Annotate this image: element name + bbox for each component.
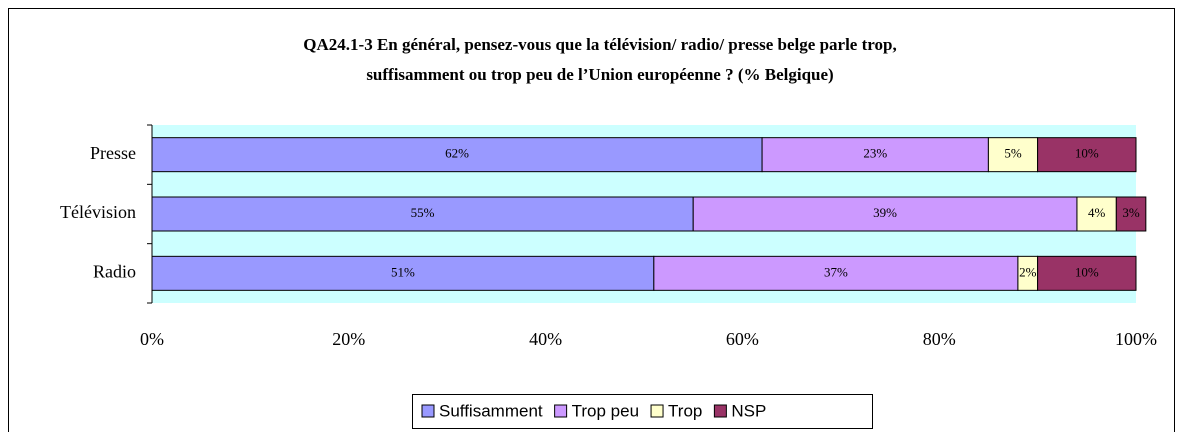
x-tick-label: 40% (529, 329, 562, 349)
data-label: 51% (391, 264, 415, 279)
data-label: 10% (1075, 146, 1099, 161)
legend-label: NSP (731, 401, 766, 420)
category-label: Presse (90, 143, 136, 163)
bar-segment (692, 196, 1078, 232)
data-label: 23% (863, 146, 887, 161)
plot: 0% 20% 40% 60% 80% 100% Presse 62% 23% 5% 10% Télév… (60, 124, 1157, 349)
legend-swatch (421, 404, 435, 418)
data-label: 4% (1088, 205, 1106, 220)
x-tick-label: 0% (140, 329, 164, 349)
bar-segment (1037, 137, 1137, 173)
bar-segment (1037, 255, 1137, 291)
bar-segment (653, 255, 1019, 291)
legend-label: Trop peu (572, 401, 639, 420)
chart-title: QA24.1-3 En général, pensez-vous que la … (303, 35, 896, 54)
data-label: 55% (411, 205, 435, 220)
data-label: 62% (445, 146, 469, 161)
data-label: 2% (1019, 264, 1037, 279)
bar-segment (1115, 196, 1147, 232)
data-label: 37% (824, 264, 848, 279)
legend-box (412, 394, 873, 429)
x-tick-label: 80% (923, 329, 956, 349)
legend-label: Trop (668, 401, 702, 420)
bar-segment (151, 255, 655, 291)
bar-segment (151, 196, 694, 232)
x-tick-label: 100% (1115, 329, 1157, 349)
x-tick-label: 60% (726, 329, 759, 349)
x-tick-label: 20% (332, 329, 365, 349)
data-label: 10% (1075, 264, 1099, 279)
legend-swatch (713, 404, 727, 418)
bar-segment (151, 137, 763, 173)
category-label: Télévision (60, 202, 136, 222)
legend-label: Suffisamment (439, 401, 543, 420)
bar-segment (987, 137, 1039, 173)
category-label: Radio (93, 261, 136, 281)
chart-subtitle: suffisamment ou trop peu de l’Union euro… (366, 65, 833, 84)
legend-swatch (650, 404, 664, 418)
data-label: 3% (1122, 205, 1140, 220)
bar-segment (761, 137, 989, 173)
data-label: 39% (873, 205, 897, 220)
legend-swatch (554, 404, 568, 418)
legend: Suffisamment Trop peu Trop NSP (421, 401, 766, 420)
data-label: 5% (1004, 146, 1022, 161)
